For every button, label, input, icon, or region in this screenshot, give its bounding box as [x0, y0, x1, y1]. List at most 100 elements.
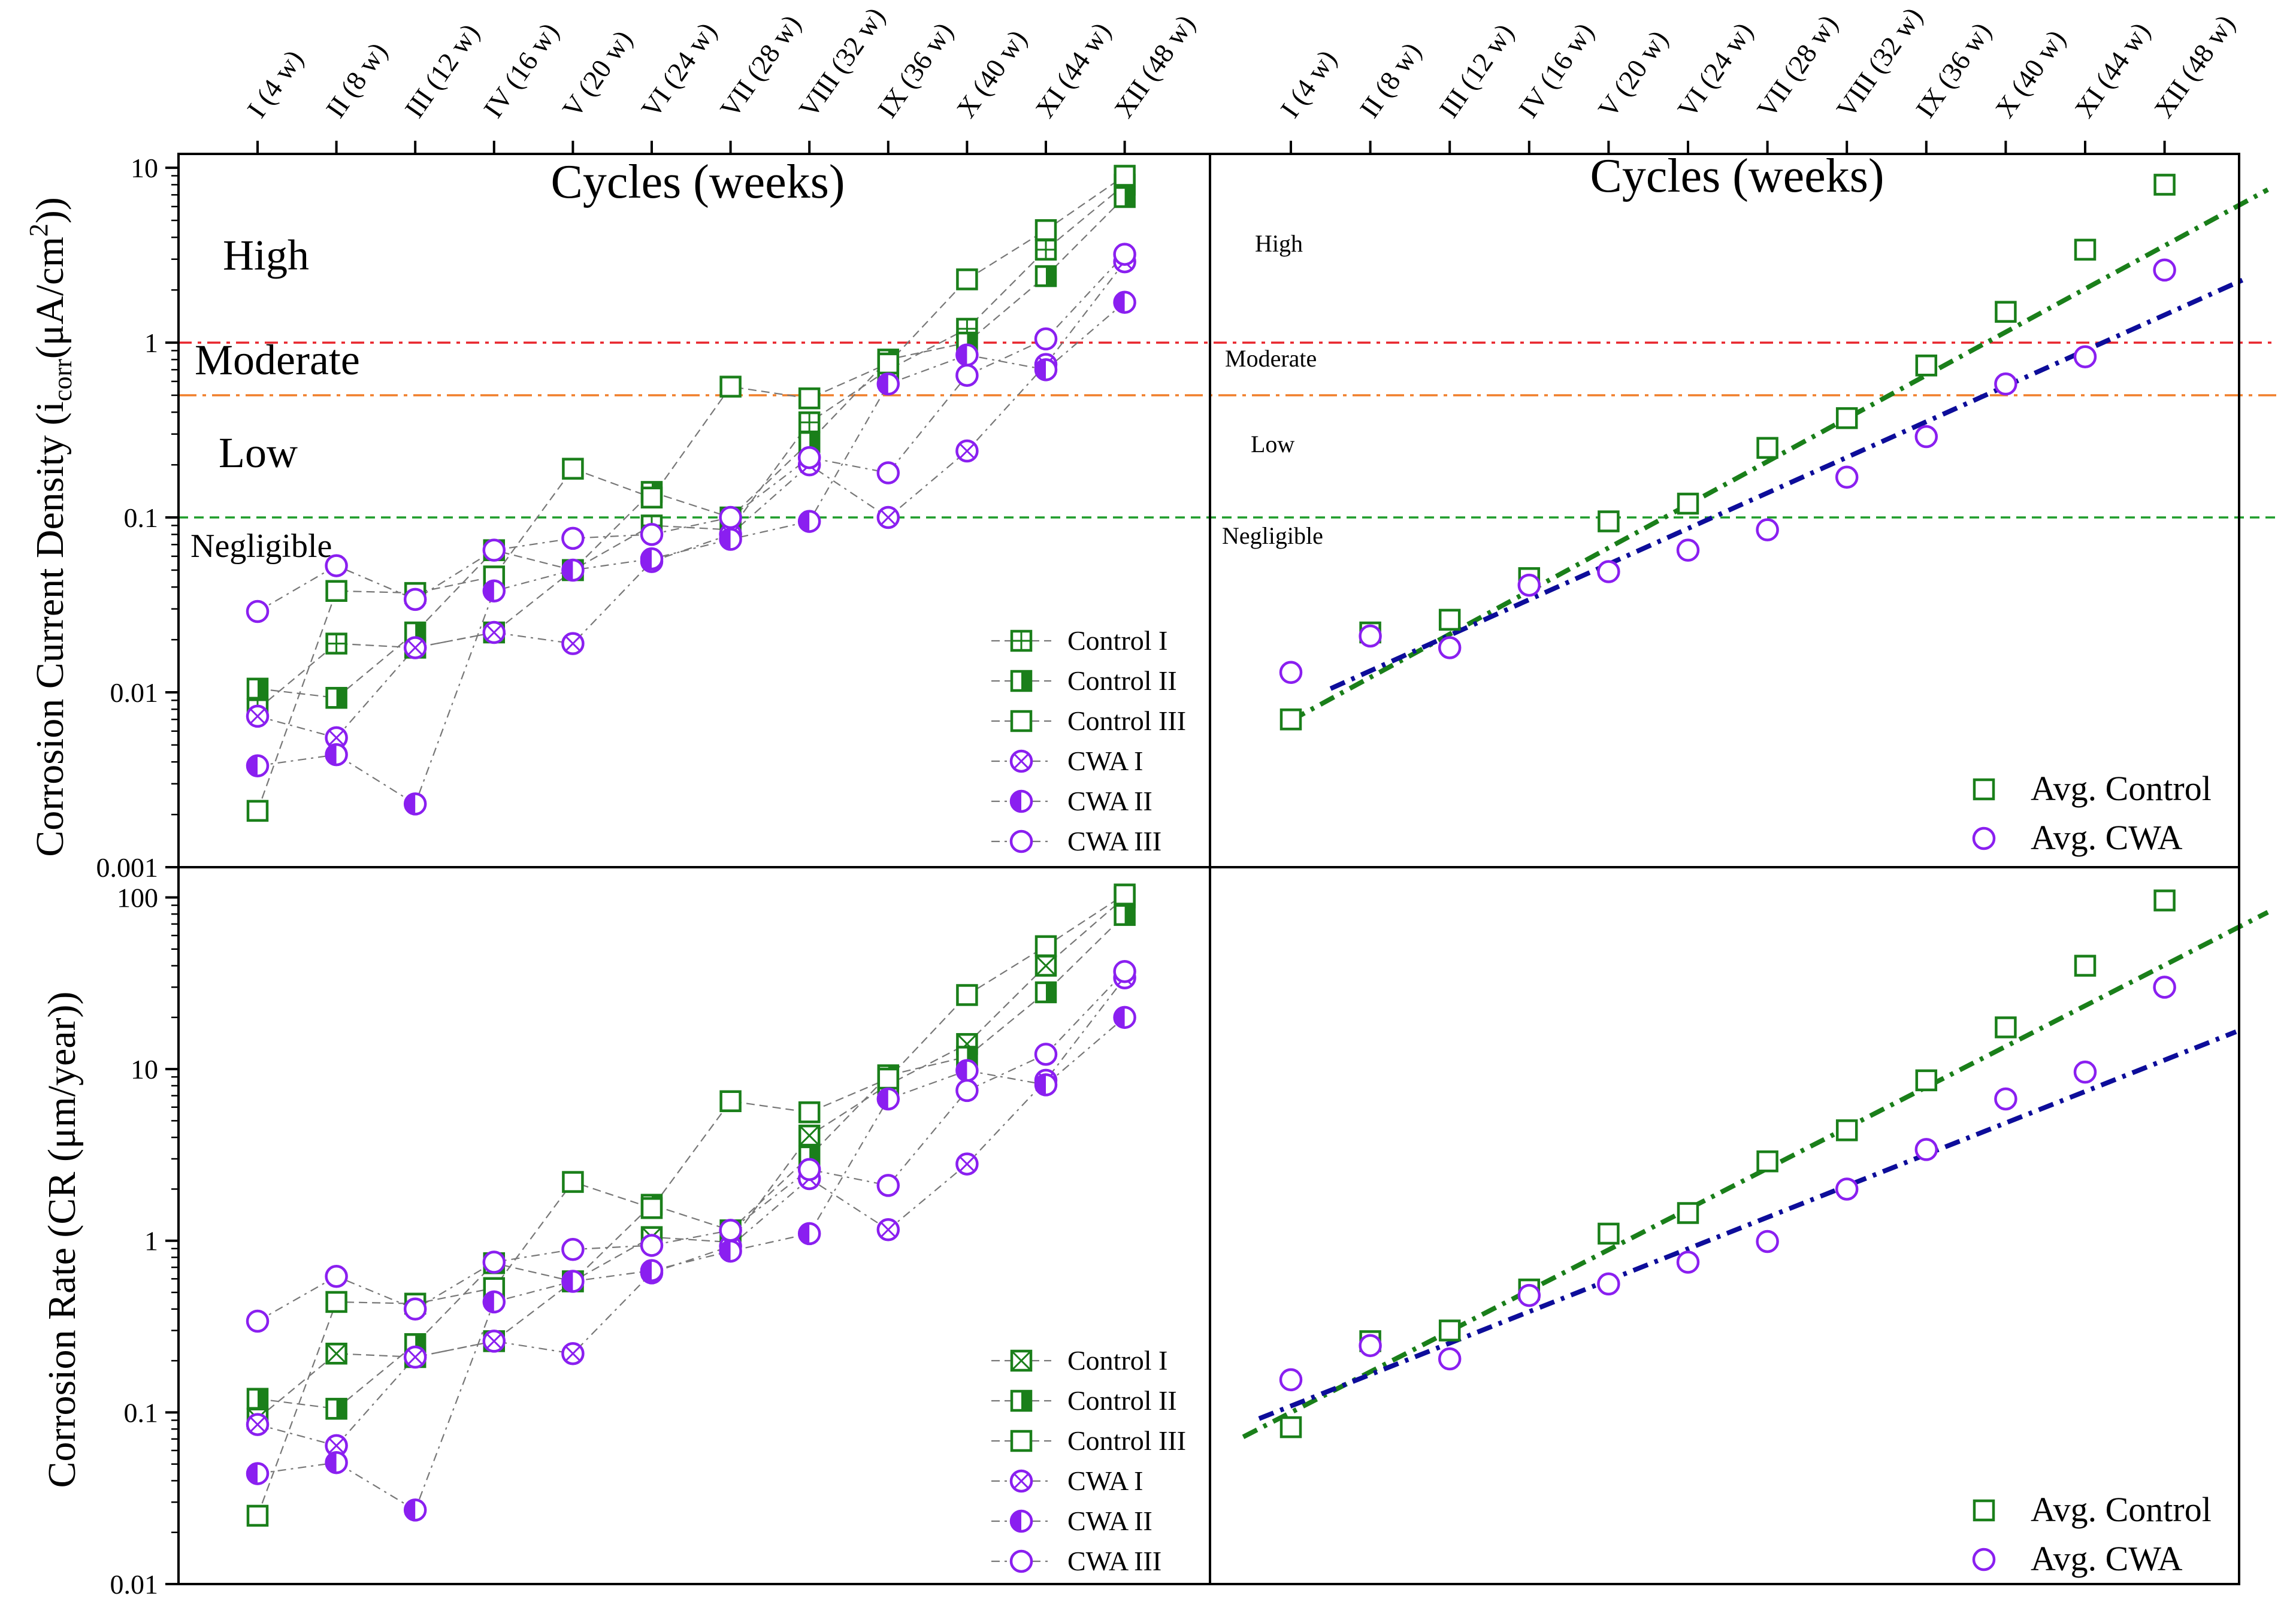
data-point-control [562, 458, 584, 480]
y-tick-label-bottom: 10 [131, 1054, 158, 1085]
legend-marker [1010, 670, 1033, 692]
data-point-control [1677, 492, 1699, 515]
data-point-control [1438, 608, 1461, 631]
data-point-cwa [955, 1059, 979, 1082]
data-point-control [956, 268, 978, 290]
data-point-control [798, 387, 821, 410]
data-point-cwa [955, 1152, 979, 1176]
y-tick-label-top: 0.1 [124, 502, 159, 533]
legend-label: CWA II [1067, 786, 1152, 816]
legend-label: Control II [1067, 665, 1177, 696]
series-line-control-i [257, 897, 1126, 1419]
series-line-control-iii [256, 175, 1126, 811]
legend-marker [1009, 749, 1033, 773]
legend-label: CWA I [1067, 746, 1144, 776]
data-point-cwa [719, 1239, 742, 1263]
data-point-cwa [1113, 959, 1136, 983]
data-point-cwa [325, 554, 348, 577]
data-point-cwa [403, 1345, 427, 1369]
legend-marker [1009, 1469, 1033, 1493]
data-point-control [798, 1101, 821, 1124]
legend-marker [1010, 1430, 1033, 1452]
data-point-cwa [797, 510, 821, 533]
data-point-control [877, 1067, 900, 1090]
data-point-control [1756, 437, 1778, 459]
data-point-control [1677, 1202, 1699, 1224]
data-point-cwa [1113, 290, 1136, 314]
data-point-cwa [482, 538, 506, 562]
legend-label: Avg. CWA [2031, 818, 2183, 857]
data-point-cwa [1359, 1334, 1382, 1358]
data-point-control [1279, 1416, 1302, 1439]
data-point-cwa [482, 1290, 506, 1314]
data-point-control [2153, 174, 2176, 196]
data-point-cwa [1597, 560, 1620, 583]
data-point-cwa [876, 505, 900, 529]
data-point-control [719, 376, 742, 398]
data-point-cwa [876, 1174, 900, 1197]
data-point-cwa [561, 1237, 585, 1261]
data-point-cwa [561, 558, 585, 582]
legend-label: Control I [1067, 625, 1167, 656]
data-point-cwa [1756, 518, 1779, 541]
data-point-cwa [2073, 1060, 2097, 1084]
data-point-control [1598, 1222, 1620, 1245]
y-tick-label-top: 0.01 [110, 677, 159, 708]
legend-marker [1010, 1349, 1033, 1372]
data-point-cwa [246, 599, 270, 623]
data-point-cwa [719, 528, 742, 551]
data-point-cwa [955, 364, 979, 387]
data-point-cwa [640, 547, 664, 571]
data-point-control [877, 352, 900, 375]
data-point-cwa [1034, 1073, 1058, 1097]
legend-marker [1972, 826, 1996, 850]
data-point-cwa [1279, 661, 1303, 685]
data-point-cwa [1756, 1230, 1779, 1253]
data-point-control [1756, 1150, 1778, 1173]
data-point-cwa [561, 632, 585, 655]
legend-marker [1010, 710, 1033, 732]
data-point-cwa [955, 1079, 979, 1103]
series-line-cwa-ii [257, 1016, 1126, 1511]
legend-label: CWA II [1067, 1506, 1152, 1536]
series-line-control-i [257, 184, 1126, 710]
data-point-cwa [403, 636, 427, 659]
data-point-cwa [719, 505, 742, 529]
data-point-cwa [246, 1462, 270, 1485]
data-point-cwa [1676, 538, 1700, 562]
legend-marker [1973, 778, 1995, 801]
zone-label-high: High [223, 231, 309, 279]
data-point-control [956, 984, 978, 1006]
legend-marker [1010, 1389, 1033, 1412]
data-point-cwa [403, 1498, 427, 1522]
legend-label: CWA III [1067, 826, 1161, 856]
series-line-control-iii [256, 894, 1126, 1516]
data-point-control [325, 632, 347, 655]
data-point-cwa [876, 1087, 900, 1111]
data-point-cwa [482, 1330, 506, 1353]
data-point-cwa [325, 1451, 348, 1474]
legend-label: CWA III [1067, 1546, 1161, 1576]
data-point-control [1034, 981, 1057, 1004]
data-point-cwa [482, 579, 506, 602]
data-point-cwa [246, 1309, 270, 1333]
data-point-control [1279, 708, 1302, 731]
data-point-cwa [1438, 1347, 1462, 1371]
legend-marker [1973, 1499, 1995, 1522]
y-axis-title-bottom: Corrosion Rate (CR (μm/year)) [40, 991, 84, 1488]
data-point-cwa [1279, 1368, 1303, 1392]
data-point-control [1598, 510, 1620, 532]
data-point-control [1034, 265, 1057, 287]
data-point-control [1034, 935, 1057, 958]
data-point-cwa [797, 446, 821, 470]
zone-label-negligible: Negligible [190, 528, 332, 565]
y-tick-label-top: 1 [144, 328, 158, 358]
data-point-cwa [2153, 258, 2176, 282]
series-line-cwa-i [257, 977, 1126, 1447]
data-point-cwa [403, 792, 427, 816]
legend-marker [1009, 789, 1033, 813]
y-tick-label-bottom: 1 [144, 1226, 158, 1256]
data-point-control [1835, 1119, 1858, 1141]
legend-label: Control III [1067, 705, 1186, 736]
series-line-cwa-i [257, 261, 1126, 739]
